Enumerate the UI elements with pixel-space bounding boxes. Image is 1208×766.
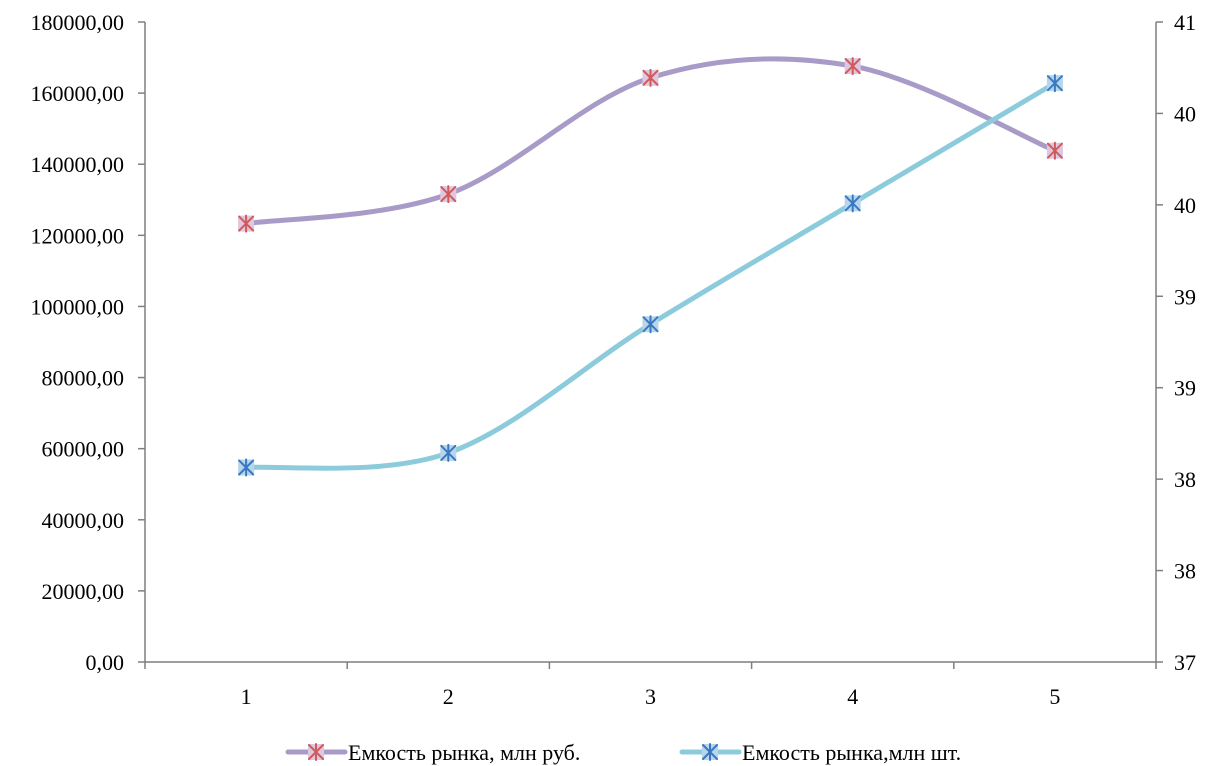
left-y-tick-label: 80000,00 (42, 366, 125, 391)
x-tick-label: 3 (645, 684, 656, 709)
left-y-tick-label: 160000,00 (31, 81, 125, 106)
series-1-point (844, 57, 861, 76)
series-2-point (238, 458, 255, 477)
legend-swatch-marker (308, 743, 324, 761)
right-y-axis-ticks: 37 38 38 39 39 40 40 41 (1156, 10, 1196, 675)
right-y-tick-label: 38 (1174, 559, 1196, 584)
right-y-tick-label: 41 (1174, 10, 1196, 35)
x-tick-label: 5 (1049, 684, 1060, 709)
left-y-tick-label: 100000,00 (31, 294, 125, 319)
left-y-tick-label: 120000,00 (31, 223, 125, 248)
series-1-point (642, 68, 659, 87)
left-y-tick-label: 20000,00 (42, 579, 125, 604)
x-tick-label: 1 (241, 684, 252, 709)
right-y-tick-label: 39 (1174, 376, 1196, 401)
series-line-2 (243, 80, 1058, 471)
series-2-point (1046, 74, 1063, 93)
left-y-tick-label: 60000,00 (42, 437, 125, 462)
legend-swatch-marker (702, 743, 718, 761)
series-2-point (440, 443, 457, 462)
series-1-point (238, 214, 255, 233)
legend-label: Емкость рынка,млн шт. (742, 740, 961, 765)
x-tick-label: 2 (443, 684, 454, 709)
left-y-tick-label: 40000,00 (42, 508, 125, 533)
series-lines (243, 56, 1058, 471)
series-markers (238, 57, 1063, 477)
left-y-tick-label: 0,00 (86, 650, 125, 675)
right-y-tick-label: 40 (1174, 101, 1196, 126)
right-y-tick-label: 38 (1174, 467, 1196, 492)
series-1-point (440, 185, 457, 204)
x-tick-label: 4 (847, 684, 858, 709)
legend: Емкость рынка, млн руб. Емкость рынка,млн… (285, 740, 961, 765)
left-y-axis-ticks: 0,00 20000,00 40000,00 60000,00 80000,00 1000… (31, 10, 145, 675)
right-y-tick-label: 40 (1174, 193, 1196, 218)
right-y-tick-label: 39 (1174, 284, 1196, 309)
left-y-tick-label: 180000,00 (31, 10, 125, 35)
legend-label: Емкость рынка, млн руб. (348, 740, 580, 765)
left-y-tick-label: 140000,00 (31, 152, 125, 177)
series-2-point (844, 194, 861, 213)
series-1-point (1046, 141, 1063, 160)
series-2-point (642, 315, 659, 334)
right-y-tick-label: 37 (1174, 650, 1196, 675)
x-axis-ticks: 1 2 3 4 5 (144, 662, 1157, 709)
